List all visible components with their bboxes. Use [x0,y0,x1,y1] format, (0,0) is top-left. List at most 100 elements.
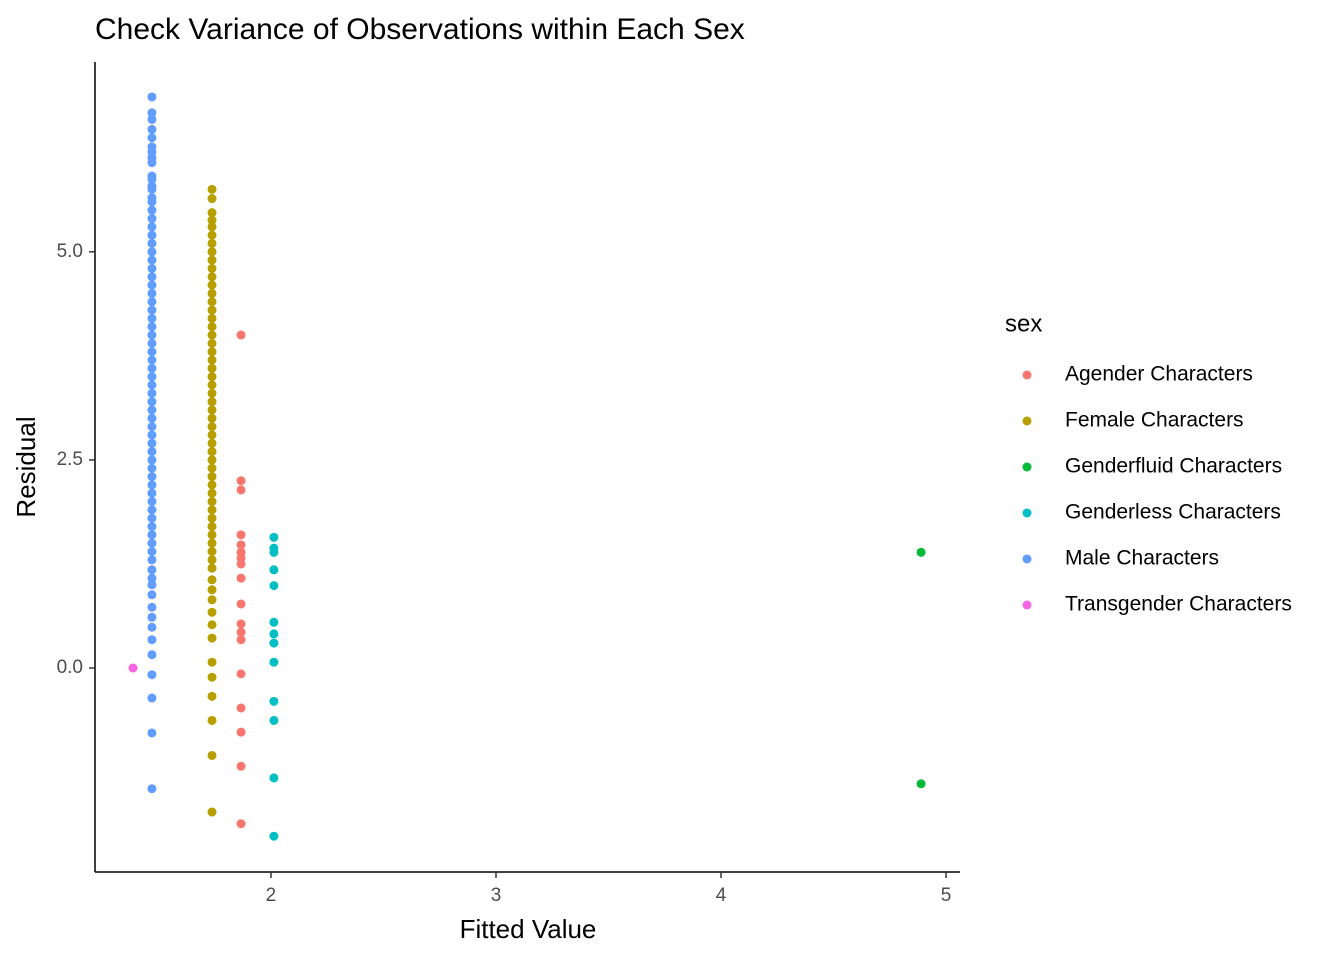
point [147,355,157,365]
point [207,413,217,423]
point [236,819,246,829]
point [207,297,217,307]
point [207,272,217,282]
point [147,108,157,118]
point [269,581,279,591]
point [207,585,217,595]
point [207,405,217,415]
point [147,214,157,224]
point [147,650,157,660]
point [207,607,217,617]
point [147,92,157,102]
point [207,330,217,340]
point [236,627,246,637]
point [207,555,217,565]
point [236,727,246,737]
point [147,263,157,273]
point [207,280,217,290]
point [207,208,217,218]
point [147,347,157,357]
point [147,693,157,703]
point [147,430,157,440]
point [207,480,217,490]
point [207,184,217,194]
point [147,546,157,556]
point [147,197,157,207]
point [147,388,157,398]
point [236,485,246,495]
x-tick-label: 2 [266,885,277,906]
point [147,238,157,248]
y-tick-label: 2.5 [57,449,83,470]
chart-title: Check Variance of Observations within Ea… [95,13,745,46]
point [207,447,217,457]
point [207,222,217,232]
point [236,703,246,713]
point [269,547,279,557]
point [147,670,157,680]
point [269,629,279,639]
point [147,422,157,432]
point [147,133,157,143]
point [147,255,157,265]
point [147,158,157,168]
point [147,338,157,348]
point [269,773,279,783]
point [236,599,246,609]
point [207,807,217,817]
x-tick-label: 4 [716,885,727,906]
point [269,657,279,667]
x-tick-label: 5 [941,885,952,906]
point [207,750,217,760]
point [207,472,217,482]
point [147,513,157,523]
point [147,538,157,548]
point [207,522,217,532]
point [147,497,157,507]
point [236,619,246,629]
point [207,438,217,448]
point [207,230,217,240]
point [147,222,157,232]
point [147,602,157,612]
point [236,573,246,583]
point [207,363,217,373]
point [207,263,217,273]
point [147,505,157,515]
point [147,573,157,583]
point [916,779,926,789]
point [207,215,217,225]
point [147,612,157,622]
point [207,380,217,390]
point [207,463,217,473]
point [147,297,157,307]
point [269,532,279,542]
point [207,238,217,248]
y-tick-label: 5.0 [57,241,83,262]
point [269,565,279,575]
point [207,595,217,605]
point [207,355,217,365]
point [207,538,217,548]
point [236,635,246,645]
point [236,476,246,486]
point [147,322,157,332]
point [147,728,157,738]
legend-label: Male Characters [1065,547,1219,570]
point [207,546,217,556]
legend-title: sex [1005,310,1042,337]
point [147,114,157,124]
point [269,831,279,841]
point [207,633,217,643]
point [207,338,217,348]
point [207,372,217,382]
point [236,669,246,679]
point [207,497,217,507]
point [207,422,217,432]
legend-label: Genderless Characters [1065,501,1281,524]
point [147,380,157,390]
legend-label: Female Characters [1065,409,1244,432]
point [147,488,157,498]
point [147,280,157,290]
